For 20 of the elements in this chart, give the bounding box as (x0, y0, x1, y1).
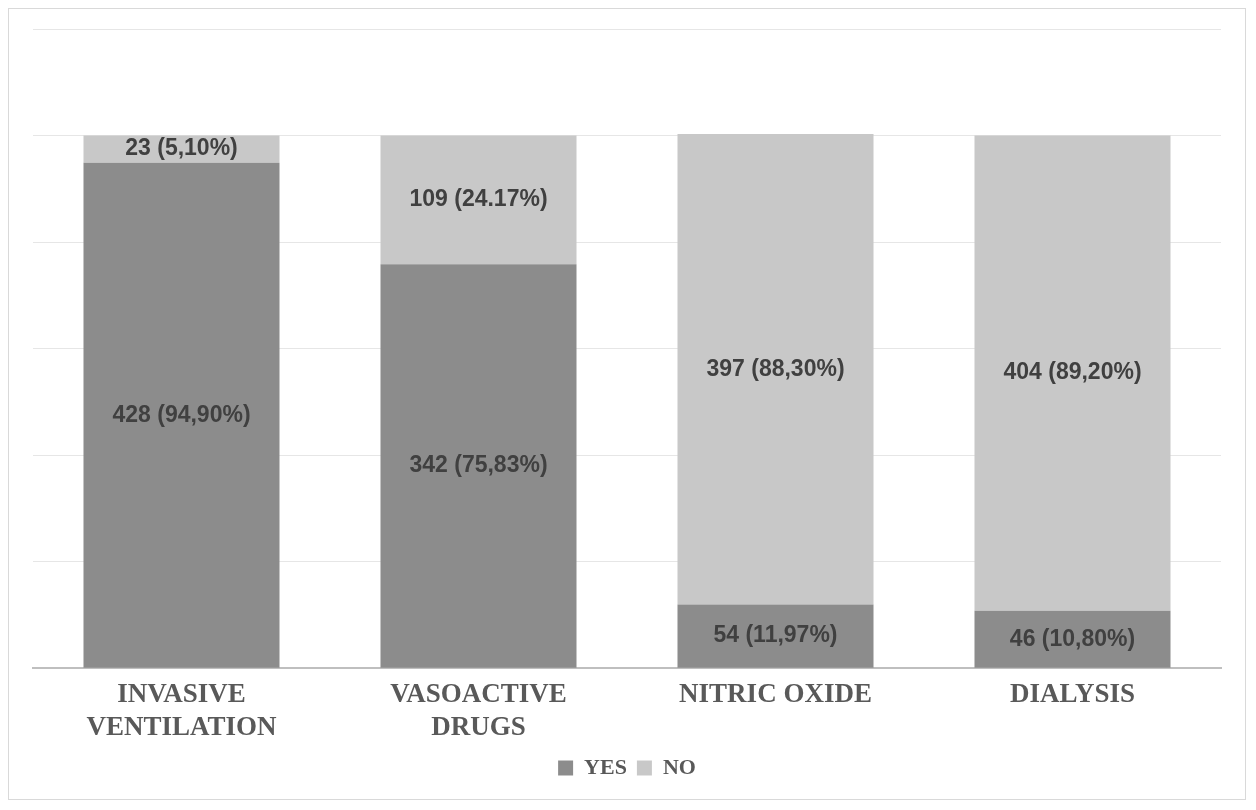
data-label: 428 (94,90%) (112, 400, 251, 427)
bar (380, 264, 577, 668)
x-tick-label: VASOACTIVE DRUGS (390, 678, 567, 741)
data-label: 342 (75,83%) (409, 451, 548, 478)
bar (83, 162, 280, 668)
x-tick-label: INVASIVE VENTILATION (86, 678, 278, 741)
bar (380, 135, 577, 265)
data-label: 54 (11,97%) (713, 621, 838, 648)
legend-label: NO (662, 753, 696, 779)
bar (974, 135, 1171, 611)
data-label: 404 (89,20%) (1003, 358, 1142, 385)
data-label: 397 (88,30%) (706, 354, 845, 381)
bar (677, 134, 874, 605)
legend-label: YES (584, 753, 627, 779)
x-tick-label: NITRIC OXIDE (679, 678, 872, 709)
x-tick-label: DIALYSIS (1009, 678, 1136, 709)
data-label: 109 (24.17%) (409, 185, 548, 212)
data-label: 46 (10,80%) (1009, 624, 1136, 651)
data-label: 23 (5,10%) (125, 134, 238, 161)
bar (677, 604, 874, 668)
